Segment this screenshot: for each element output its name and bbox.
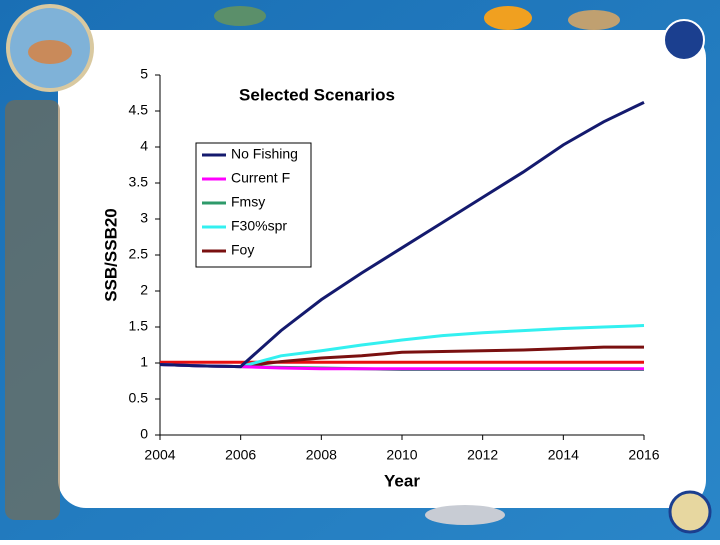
y-tick-label: 4.5	[129, 102, 149, 118]
commerce-seal	[668, 490, 712, 534]
y-tick-label: 4	[140, 138, 148, 154]
y-tick-label: 5	[140, 66, 148, 82]
legend-label: Foy	[231, 242, 254, 258]
y-tick-label: 2	[140, 282, 148, 298]
hands-icon	[28, 40, 72, 64]
x-axis-label: Year	[384, 471, 420, 490]
fish-icon	[484, 6, 532, 30]
x-tick-label: 2006	[225, 447, 256, 463]
y-tick-label: 0.5	[129, 390, 149, 406]
y-tick-label: 0	[140, 426, 148, 442]
y-axis-label: SSB/SSB20	[101, 208, 120, 302]
x-tick-label: 2014	[548, 447, 579, 463]
x-tick-label: 2004	[144, 447, 175, 463]
y-tick-label: 2.5	[129, 246, 149, 262]
reef-decoration	[5, 100, 60, 520]
x-tick-label: 2010	[386, 447, 417, 463]
x-tick-label: 2012	[467, 447, 498, 463]
x-tick-label: 2008	[306, 447, 337, 463]
chart-title: Selected Scenarios	[239, 85, 395, 104]
noaa-logo	[663, 19, 705, 61]
y-tick-label: 3.5	[129, 174, 149, 190]
y-tick-label: 3	[140, 210, 148, 226]
legend-label: Fmsy	[231, 194, 265, 210]
legend-label: No Fishing	[231, 146, 298, 162]
fish-icon	[214, 6, 266, 26]
y-tick-label: 1.5	[129, 318, 149, 334]
plot: 0 0.5 1 1.5 2 2.5 3 3.5 4 4.5 5 2004 2006 2008 2010 201…	[129, 66, 660, 463]
fish-icon	[568, 10, 620, 30]
dolphin-icon	[425, 505, 505, 525]
legend-label: Current F	[231, 170, 290, 186]
x-tick-label: 2016	[628, 447, 659, 463]
series-line	[159, 101, 645, 369]
y-tick-label: 1	[140, 354, 148, 370]
legend-box	[195, 142, 312, 268]
legend-label: F30%spr	[231, 218, 287, 234]
